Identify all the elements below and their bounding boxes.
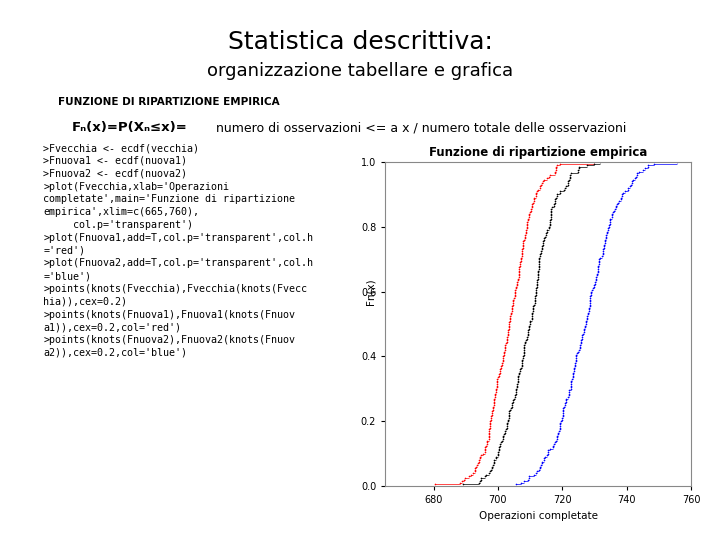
Text: >Fvecchia <- ecdf(vecchia)
>Fnuova1 <- ecdf(nuova1)
>Fnuova2 <- ecdf(nuova2)
>pl: >Fvecchia <- ecdf(vecchia) >Fnuova1 <- e…: [43, 143, 313, 358]
Text: FUNZIONE DI RIPARTIZIONE EMPIRICA: FUNZIONE DI RIPARTIZIONE EMPIRICA: [58, 97, 279, 107]
X-axis label: Operazioni completate: Operazioni completate: [479, 511, 598, 521]
Text: numero di osservazioni <= a x / numero totale delle osservazioni: numero di osservazioni <= a x / numero t…: [212, 122, 627, 134]
Text: Fn(x): Fn(x): [366, 278, 376, 305]
Title: Funzione di ripartizione empirica: Funzione di ripartizione empirica: [429, 146, 647, 159]
Text: organizzazione tabellare e grafica: organizzazione tabellare e grafica: [207, 62, 513, 80]
Text: Statistica descrittiva:: Statistica descrittiva:: [228, 30, 492, 53]
Text: Fₙ(x)=P(Xₙ≤x)=: Fₙ(x)=P(Xₙ≤x)=: [72, 122, 188, 134]
